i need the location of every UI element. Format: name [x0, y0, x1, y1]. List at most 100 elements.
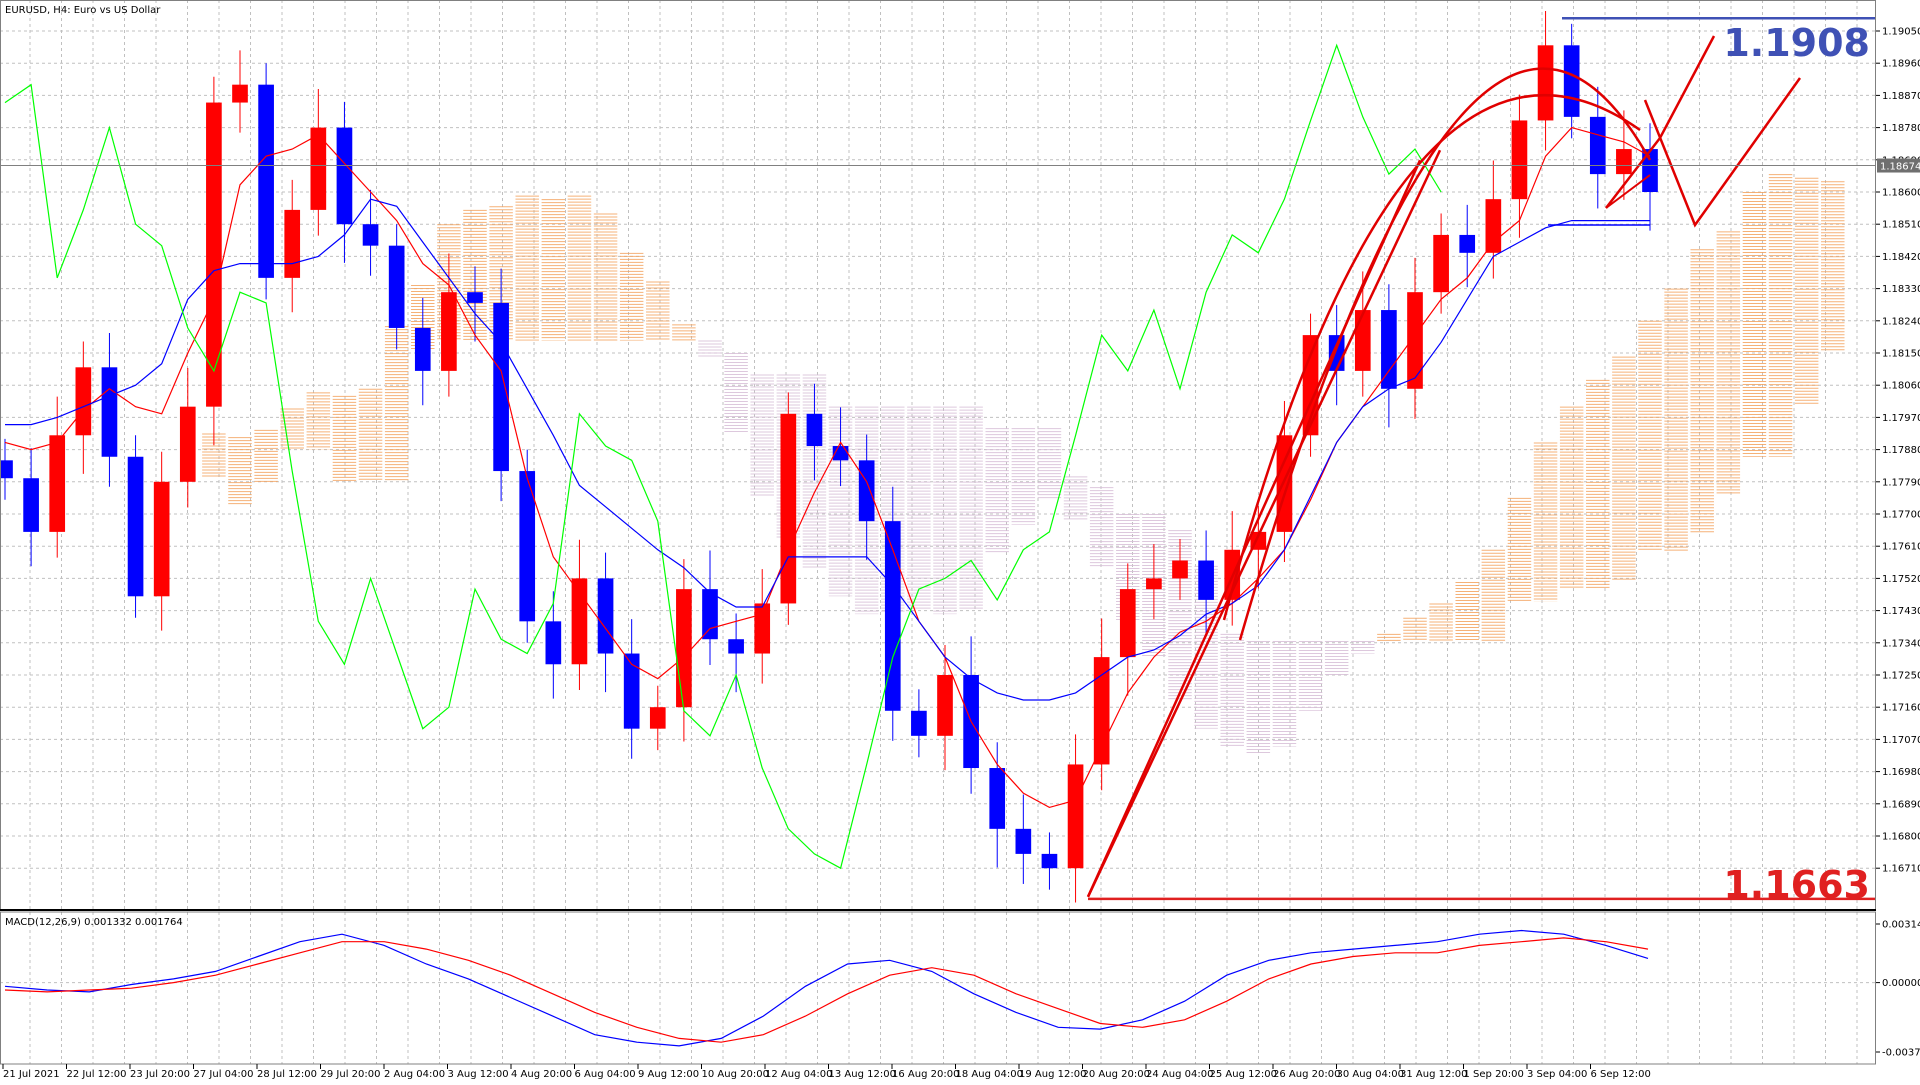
time-tick-label: 4 Aug 20:00: [511, 1069, 572, 1080]
candle-body: [310, 127, 327, 210]
trendline-up-1[interactable]: [1086, 149, 1442, 898]
candle-body: [702, 589, 718, 640]
candle-body: [1642, 149, 1658, 192]
candle-body: [545, 621, 562, 665]
macd-tick-label: 0.003149: [1882, 920, 1920, 931]
price-tick-label: 1.18060: [1882, 381, 1920, 392]
time-tick-label: 9 Aug 12:00: [638, 1069, 699, 1080]
time-tick-label: 13 Aug 12:00: [829, 1069, 896, 1080]
price-tick-label: 1.17250: [1882, 671, 1920, 682]
time-tick-label: 20 Aug 20:00: [1083, 1069, 1150, 1080]
price-tick-label: 1.17160: [1882, 703, 1920, 714]
price-tick-label: 1.18780: [1882, 123, 1920, 134]
trend-drawings: [1086, 17, 1876, 901]
candle-body: [1459, 234, 1476, 253]
candle-body: [258, 84, 274, 278]
time-tick-label: 31 Aug 12:00: [1400, 1069, 1467, 1080]
candle-body: [1563, 45, 1580, 117]
candle-body: [23, 478, 39, 532]
candle-body: [336, 127, 353, 225]
candle-body: [676, 589, 692, 708]
candle-body: [806, 413, 823, 447]
time-tick-label: 10 Aug 20:00: [702, 1069, 769, 1080]
price-tick-label: 1.18240: [1882, 316, 1920, 327]
candle-body: [623, 653, 640, 729]
candle-body: [0, 460, 13, 479]
candle-body: [127, 456, 144, 597]
candle-body: [1172, 560, 1188, 579]
arc-curve-1[interactable]: [1222, 93, 1641, 621]
time-tick-label: 6 Aug 04:00: [575, 1069, 636, 1080]
current-price-label: 1.18674: [1880, 162, 1920, 173]
signal-line: [4, 937, 1649, 1043]
time-tick-label: 22 Jul 12:00: [67, 1069, 127, 1080]
ichimoku-lines: [4, 43, 1651, 870]
time-tick-label: 26 Aug 20:00: [1273, 1069, 1340, 1080]
tenkan-line: [4, 126, 1651, 809]
candle-body: [1119, 589, 1136, 658]
time-tick-label: 12 Aug 04:00: [765, 1069, 832, 1080]
low-price-label: 1.1663: [1723, 863, 1870, 907]
candle-body: [1041, 853, 1058, 869]
candle-body: [989, 768, 1006, 829]
candle-body: [101, 367, 118, 457]
candle-body: [284, 209, 301, 278]
price-tick-label: 1.17790: [1882, 477, 1920, 488]
price-tick-label: 1.17520: [1882, 574, 1920, 585]
time-tick-label: 3 Aug 12:00: [448, 1069, 509, 1080]
price-tick-label: 1.17880: [1882, 445, 1920, 456]
candle-body: [1589, 116, 1606, 175]
price-tick-label: 1.16800: [1882, 832, 1920, 843]
price-tick-label: 1.17340: [1882, 638, 1920, 649]
macd-tick-label: 0.000000: [1882, 978, 1920, 989]
candle-body: [206, 102, 222, 407]
candle-body: [1146, 578, 1162, 590]
candle-body: [780, 413, 797, 604]
candle-body: [1407, 292, 1423, 389]
candle-body: [1616, 149, 1632, 175]
candle-body: [388, 245, 405, 328]
price-tick-label: 1.17070: [1882, 735, 1920, 746]
macd-line: [4, 929, 1649, 1047]
price-tick-label: 1.18510: [1882, 220, 1920, 231]
time-tick-label: 1 Sep 20:00: [1464, 1069, 1524, 1080]
time-tick-label: 30 Aug 04:00: [1337, 1069, 1404, 1080]
time-tick-label: 23 Jul 20:00: [130, 1069, 190, 1080]
chart-title: EURUSD, H4: Euro vs US Dollar: [5, 5, 161, 16]
candle-body: [1381, 310, 1397, 389]
time-tick-label: 6 Sep 12:00: [1591, 1069, 1651, 1080]
candle-body: [362, 224, 379, 246]
candle-body: [1198, 560, 1214, 600]
time-tick-label: 16 Aug 20:00: [892, 1069, 959, 1080]
candle-body: [1354, 310, 1371, 371]
price-tick-label: 1.17430: [1882, 606, 1920, 617]
time-tick-label: 24 Aug 04:00: [1146, 1069, 1213, 1080]
projection-up[interactable]: [1605, 35, 1716, 209]
candle-body: [1433, 234, 1449, 293]
price-tick-label: 1.16710: [1882, 864, 1920, 875]
time-tick-label: 28 Jul 12:00: [257, 1069, 317, 1080]
high-price-label: 1.1908: [1723, 21, 1870, 65]
projection-zigzag[interactable]: [1643, 77, 1802, 228]
macd-lines: [0, 929, 1876, 1047]
chart-frame: [0, 0, 1876, 1065]
candle-body: [1328, 335, 1345, 371]
price-tick-label: 1.18150: [1882, 349, 1920, 360]
candles: [0, 10, 1658, 903]
candle-body: [1511, 120, 1528, 200]
candle-body: [414, 327, 431, 371]
price-grid: [0, 0, 1876, 910]
candle-body: [597, 578, 614, 654]
time-tick-label: 2 Aug 04:00: [384, 1069, 445, 1080]
candle-body: [179, 406, 196, 482]
price-tick-label: 1.19050: [1882, 27, 1920, 38]
candle-body: [75, 367, 92, 436]
price-tick-label: 1.18600: [1882, 188, 1920, 199]
arc-curve-2[interactable]: [1238, 67, 1652, 641]
channel-line[interactable]: [1605, 174, 1651, 209]
candle-body: [649, 707, 666, 729]
axes: 1.190501.189601.188701.187801.186901.186…: [0, 27, 1920, 1080]
price-tick-label: 1.18420: [1882, 252, 1920, 263]
